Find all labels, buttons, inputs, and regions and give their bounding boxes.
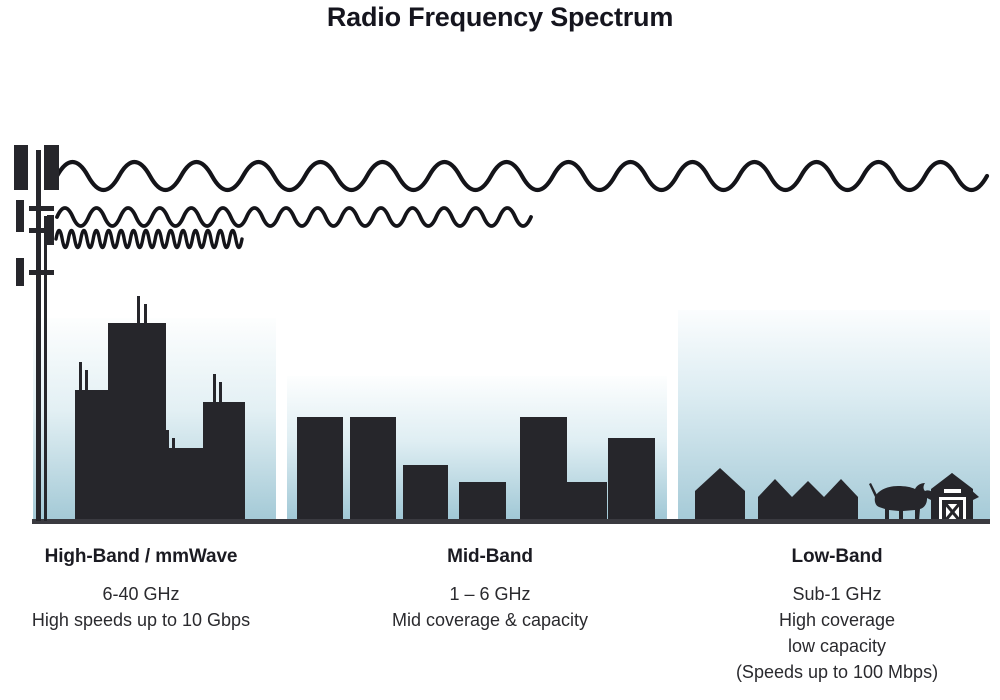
- cow-icon: [869, 483, 932, 521]
- band-frequency-high: 6-40 GHz: [102, 584, 180, 604]
- house-icon: [758, 479, 792, 521]
- band-title-mid: Mid-Band: [447, 546, 533, 567]
- farm-scene-low-band: [695, 468, 979, 522]
- band-detail-low-0: High coverage: [778, 610, 896, 630]
- band-detail-low-2: (Speeds up to 100 Mbps): [735, 662, 939, 682]
- house-icon: [791, 481, 825, 521]
- radio-waves: [54, 159, 990, 250]
- band-description-low: Sub-1 GHz High coverage low capacity (Sp…: [682, 581, 992, 685]
- band-description-high: 6-40 GHz High speeds up to 10 Gbps: [0, 581, 282, 633]
- building-row-mid-band: [297, 417, 655, 521]
- band-title-high: High-Band / mmWave: [44, 546, 238, 567]
- cell-tower-icon: [14, 145, 59, 521]
- band-label-low: Low-Band Sub-1 GHz High coverage low cap…: [682, 545, 992, 685]
- page-title: Radio Frequency Spectrum: [326, 2, 674, 32]
- band-label-high: High-Band / mmWave 6-40 GHz High speeds …: [0, 545, 282, 633]
- low-band-wave: [54, 159, 990, 193]
- band-description-mid: 1 – 6 GHz Mid coverage & capacity: [330, 581, 650, 633]
- barn-icon: [925, 473, 979, 522]
- band-label-mid: Mid-Band 1 – 6 GHz Mid coverage & capaci…: [330, 545, 650, 633]
- band-title-low: Low-Band: [791, 546, 883, 567]
- mid-band-wave: [55, 206, 533, 228]
- band-frequency-mid: 1 – 6 GHz: [449, 584, 531, 604]
- band-detail-high-0: High speeds up to 10 Gbps: [31, 610, 251, 630]
- ground-line: [32, 519, 990, 524]
- high-band-wave: [54, 228, 244, 250]
- band-detail-mid-0: Mid coverage & capacity: [391, 610, 589, 630]
- house-icon: [695, 468, 745, 521]
- city-skyline-high-band: [75, 296, 245, 521]
- band-frequency-low: Sub-1 GHz: [792, 584, 882, 604]
- house-icon: [824, 479, 858, 521]
- band-detail-low-1: low capacity: [787, 636, 887, 656]
